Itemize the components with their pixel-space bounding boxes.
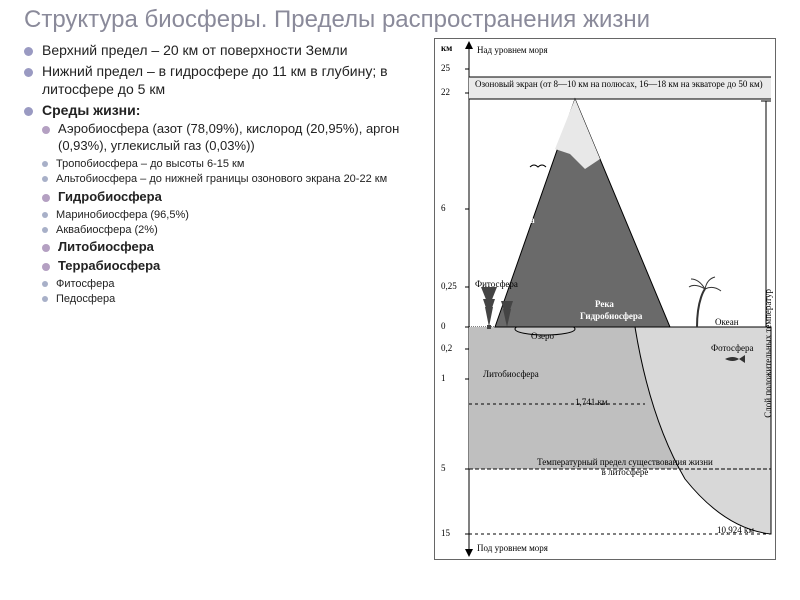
label-ozone: Озоновый экран (от 8—10 км на полюсах, 1…	[475, 79, 765, 89]
bullet-marinobio: Маринобиосфера (96,5%)	[42, 208, 434, 222]
bullet-lower-limit: Нижний предел – в гидросфере до 11 км в …	[24, 62, 434, 98]
label-phyto: Фитосфера	[475, 279, 518, 289]
bullet-environments: Среды жизни: Аэробиосфера (азот (78,09%)…	[24, 101, 434, 306]
ytick-0: 0	[441, 321, 446, 331]
label-photo: Фотосфера	[711, 343, 753, 353]
ytick-5: 5	[441, 463, 446, 473]
bullet-terrabio-label: Террабиосфера	[58, 258, 160, 273]
bullet-hydrobio: Гидробиосфера	[42, 189, 434, 206]
content-area: Верхний предел – 20 км от поверхности Зе…	[0, 38, 800, 560]
bullet-tropobio: Тропобиосфера – до высоты 6-15 км	[42, 157, 434, 171]
bullet-hydrobio-label: Гидробиосфера	[58, 189, 162, 204]
label-aerobio: Аэробиосфера	[477, 215, 535, 225]
label-1741: 1,741 км	[575, 397, 608, 407]
ytick-025: 0,25	[441, 281, 457, 291]
label-temp-limit: Температурный предел существования жизни…	[535, 457, 715, 477]
label-ocean: Океан	[715, 317, 739, 327]
label-lithobio: Литобиосфера	[483, 369, 539, 379]
ytick-1: 1	[441, 373, 446, 383]
slide-title: Структура биосферы. Пределы распростране…	[0, 0, 800, 38]
biosphere-diagram: км 25 22 6 0,25 0 0,2 1 5 15 Над уровнем…	[434, 38, 776, 560]
ytick-22: 22	[441, 87, 450, 97]
label-below-sea: Под уровнем моря	[477, 543, 548, 553]
bullet-lithobio: Литобиосфера	[42, 239, 434, 256]
ytick-25: 25	[441, 63, 450, 73]
bullet-altobio: Альтобиосфера – до нижней границы озонов…	[42, 172, 434, 186]
label-hydro: Гидробиосфера	[580, 311, 642, 321]
text-column: Верхний предел – 20 км от поверхности Зе…	[24, 38, 434, 560]
bullet-phyto: Фитосфера	[42, 277, 434, 291]
ytick-15: 15	[441, 528, 450, 538]
bullet-aerobio: Аэробиосфера (азот (78,09%), кислород (2…	[42, 121, 434, 155]
diagram-column: км 25 22 6 0,25 0 0,2 1 5 15 Над уровнем…	[434, 38, 790, 560]
y-unit: км	[441, 43, 452, 53]
label-10924: 10,924 км	[717, 525, 754, 535]
label-above-sea: Над уровнем моря	[477, 45, 548, 55]
label-river: Река	[595, 299, 614, 309]
bullet-lithobio-label: Литобиосфера	[58, 239, 154, 254]
label-lake: Озеро	[531, 331, 554, 341]
bullet-terrabio: Террабиосфера	[42, 258, 434, 275]
bullet-pedo: Педосфера	[42, 292, 434, 306]
ytick-6: 6	[441, 203, 446, 213]
bullet-upper-limit: Верхний предел – 20 км от поверхности Зе…	[24, 41, 434, 59]
bullet-aquabio: Аквабиосфера (2%)	[42, 223, 434, 237]
bullet-environments-label: Среды жизни:	[42, 102, 140, 118]
ytick-02: 0,2	[441, 343, 452, 353]
label-vertical-temp: Слой положительных температур	[763, 289, 773, 418]
